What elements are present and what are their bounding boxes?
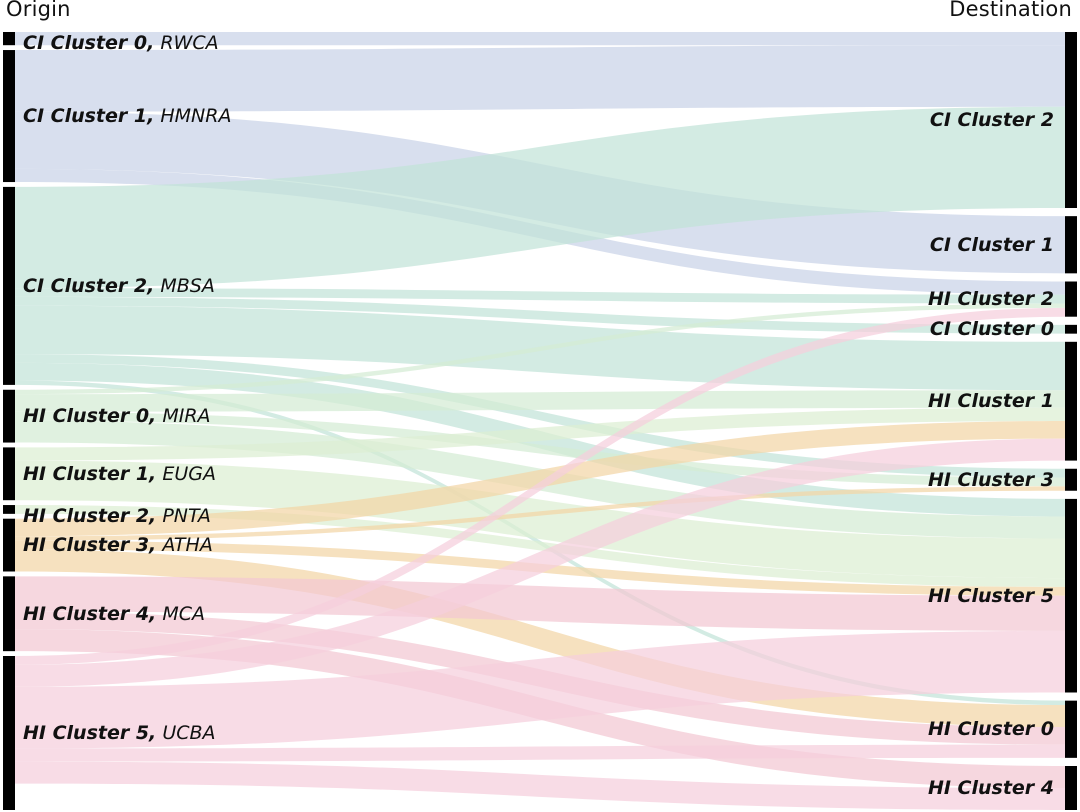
link-o2-d0 bbox=[15, 106, 1065, 289]
origin-cluster: HI Cluster 0, bbox=[23, 405, 157, 428]
origin-cluster: HI Cluster 4, bbox=[23, 602, 157, 625]
origin-node-o3 bbox=[3, 389, 15, 443]
destination-node-d2 bbox=[1065, 281, 1077, 317]
origin-label: HI Cluster 4, MCA bbox=[23, 603, 205, 625]
destination-cluster: CI Cluster 0 bbox=[929, 318, 1054, 341]
origin-node-o5 bbox=[3, 505, 15, 514]
destination-node-d3 bbox=[1065, 324, 1077, 334]
origin-site: UCBA bbox=[156, 722, 216, 744]
link-o2-d2 bbox=[15, 288, 1065, 304]
link-o2-d3 bbox=[15, 296, 1065, 334]
destination-cluster: HI Cluster 5 bbox=[927, 584, 1054, 607]
destination-label: HI Cluster 5 bbox=[928, 585, 1054, 607]
link-o8-d6 bbox=[15, 630, 1065, 749]
origin-site: HMNRA bbox=[154, 105, 232, 128]
link-o2-d5 bbox=[15, 354, 1065, 478]
sankey-nodes bbox=[3, 32, 1077, 810]
origin-label: HI Cluster 1, EUGA bbox=[23, 463, 216, 485]
origin-header: Origin bbox=[6, 0, 71, 21]
link-o3-d5 bbox=[15, 411, 1065, 487]
destination-label: HI Cluster 1 bbox=[928, 390, 1054, 412]
origin-site: RWCA bbox=[154, 32, 219, 54]
destination-node-d0 bbox=[1065, 32, 1077, 208]
origin-label: CI Cluster 0, RWCA bbox=[23, 32, 219, 54]
destination-label: CI Cluster 2 bbox=[930, 109, 1054, 131]
destination-cluster: HI Cluster 2 bbox=[927, 288, 1054, 311]
destination-label: HI Cluster 0 bbox=[928, 718, 1054, 740]
link-o4-d4 bbox=[15, 407, 1065, 461]
destination-label: CI Cluster 1 bbox=[930, 234, 1054, 256]
destination-node-d1 bbox=[1065, 216, 1077, 274]
destination-cluster: CI Cluster 2 bbox=[929, 109, 1054, 131]
origin-site: EUGA bbox=[156, 462, 216, 485]
link-o1-d0 bbox=[15, 45, 1065, 112]
link-o6-d7 bbox=[15, 549, 1065, 728]
origin-node-o8 bbox=[3, 656, 15, 810]
origin-node-o6 bbox=[3, 518, 15, 572]
link-o8-d4 bbox=[15, 438, 1065, 687]
destination-cluster: CI Cluster 1 bbox=[929, 233, 1054, 256]
destination-cluster: HI Cluster 3 bbox=[927, 468, 1054, 491]
link-o8-d2 bbox=[15, 307, 1065, 665]
destination-header: Destination bbox=[949, 0, 1072, 21]
origin-cluster: HI Cluster 1, bbox=[23, 462, 157, 485]
link-o5-d6 bbox=[15, 505, 1065, 587]
destination-cluster: HI Cluster 4 bbox=[927, 777, 1054, 799]
origin-node-o7 bbox=[3, 576, 15, 652]
origin-label: HI Cluster 3, ATHA bbox=[23, 534, 213, 556]
origin-site: MCA bbox=[156, 602, 205, 625]
link-o7-d6 bbox=[15, 576, 1065, 631]
destination-node-d8 bbox=[1065, 766, 1077, 810]
link-o3-d4 bbox=[15, 390, 1065, 412]
origin-node-o2 bbox=[3, 186, 15, 385]
origin-node-o0 bbox=[3, 32, 15, 46]
link-o8-d7 bbox=[15, 744, 1065, 762]
origin-label: CI Cluster 1, HMNRA bbox=[23, 105, 231, 127]
destination-cluster: HI Cluster 0 bbox=[927, 718, 1054, 741]
origin-cluster: HI Cluster 2, bbox=[23, 505, 157, 528]
link-o4-d6 bbox=[15, 460, 1065, 579]
origin-label: HI Cluster 0, MIRA bbox=[23, 405, 211, 427]
origin-site: MIRA bbox=[156, 405, 211, 428]
sankey-links bbox=[15, 32, 1065, 810]
link-o6-d5 bbox=[15, 486, 1065, 541]
origin-label: HI Cluster 5, UCBA bbox=[23, 722, 216, 744]
destination-cluster: HI Cluster 1 bbox=[927, 390, 1054, 413]
origin-cluster: CI Cluster 2, bbox=[23, 274, 155, 297]
link-o3-d2 bbox=[15, 303, 1065, 395]
link-o6-d4 bbox=[15, 421, 1065, 537]
destination-node-d7 bbox=[1065, 700, 1077, 758]
origin-label: CI Cluster 2, MBSA bbox=[23, 275, 215, 297]
origin-site: PNTA bbox=[156, 505, 211, 528]
origin-site: ATHA bbox=[156, 534, 213, 557]
origin-node-o4 bbox=[3, 447, 15, 501]
origin-label: HI Cluster 2, PNTA bbox=[23, 505, 211, 527]
origin-cluster: CI Cluster 1, bbox=[23, 105, 155, 128]
destination-label: HI Cluster 3 bbox=[928, 469, 1054, 491]
origin-cluster: HI Cluster 5, bbox=[23, 722, 157, 744]
link-o0-d0 bbox=[15, 32, 1065, 46]
destination-label: CI Cluster 0 bbox=[930, 318, 1054, 340]
destination-node-d5 bbox=[1065, 468, 1077, 491]
origin-site: MBSA bbox=[154, 274, 215, 297]
origin-cluster: HI Cluster 3, bbox=[23, 534, 157, 557]
destination-node-d4 bbox=[1065, 341, 1077, 461]
destination-label: HI Cluster 2 bbox=[928, 288, 1054, 310]
link-o8-d8 bbox=[15, 761, 1065, 810]
origin-node-o1 bbox=[3, 50, 15, 183]
destination-label: HI Cluster 4 bbox=[928, 777, 1054, 799]
destination-node-d6 bbox=[1065, 498, 1077, 693]
origin-cluster: CI Cluster 0, bbox=[23, 32, 155, 54]
